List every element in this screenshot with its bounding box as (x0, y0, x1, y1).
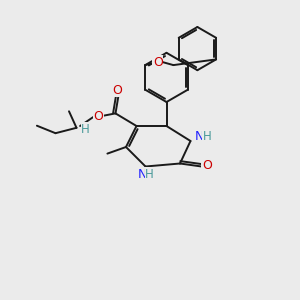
Text: H: H (202, 130, 211, 143)
Text: N: N (195, 130, 204, 143)
Text: O: O (93, 110, 103, 123)
Text: N: N (138, 167, 147, 181)
Text: O: O (153, 56, 163, 69)
Text: O: O (202, 159, 212, 172)
Text: O: O (112, 83, 122, 97)
Text: H: H (145, 167, 154, 181)
Text: H: H (81, 123, 90, 136)
